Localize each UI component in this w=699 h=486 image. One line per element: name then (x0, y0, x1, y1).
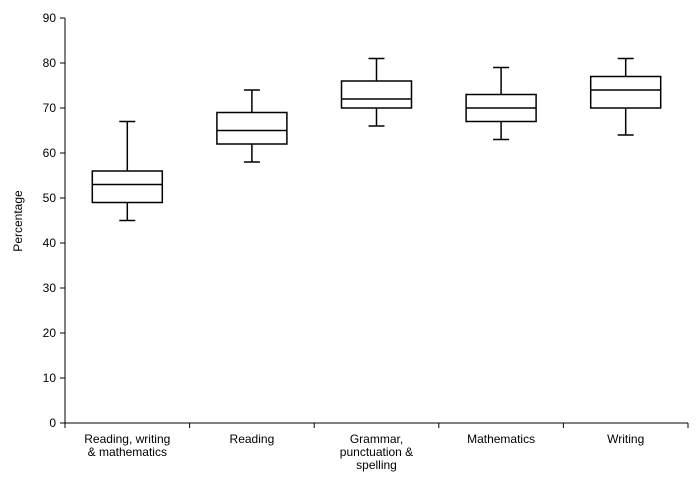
iqr-box (91, 170, 164, 204)
x-category-label-line: Reading (230, 432, 275, 446)
x-category-label: Mathematics (467, 432, 535, 446)
x-axis-ticks (64, 423, 689, 428)
y-axis-title: Percentage (11, 190, 25, 252)
y-axis-ticks: 0 10 20 30 40 50 60 70 80 90 (43, 11, 65, 430)
x-category-label-line: Reading, writing (84, 432, 170, 446)
x-category-label-line: & mathematics (88, 445, 167, 459)
box-series (91, 57, 662, 222)
iqr-box (340, 80, 413, 109)
y-tick-label: 30 (43, 281, 57, 295)
box-plot-item (589, 57, 662, 136)
y-tick-label: 80 (43, 56, 57, 70)
iqr-box (589, 75, 662, 109)
iqr-box (216, 111, 288, 145)
y-tick-label: 90 (43, 11, 57, 25)
y-tick-label: 60 (43, 146, 57, 160)
box-plot-item (216, 89, 288, 163)
x-category-label: Reading, writing & mathematics (84, 432, 170, 459)
box-plot-item (340, 57, 413, 127)
y-tick-label: 20 (43, 326, 57, 340)
x-axis-labels: Reading, writing & mathematics Reading Gram… (84, 432, 644, 472)
x-category-label-line: Writing (607, 432, 644, 446)
y-tick-label: 10 (43, 371, 57, 385)
box-plot-item (465, 66, 537, 141)
y-tick-label: 40 (43, 236, 57, 250)
y-tick-label: 70 (43, 101, 57, 115)
y-tick-label: 0 (49, 416, 56, 430)
box-plot-item (91, 120, 164, 222)
x-category-label: Reading (230, 432, 275, 446)
x-category-label-line: spelling (356, 458, 397, 472)
x-category-label: Grammar, punctuation & spelling (340, 432, 413, 472)
x-category-label-line: Mathematics (467, 432, 535, 446)
x-category-label-line: Grammar, (350, 432, 403, 446)
x-category-label-line: punctuation & (340, 445, 413, 459)
y-tick-label: 50 (43, 191, 57, 205)
x-category-label: Writing (607, 432, 644, 446)
